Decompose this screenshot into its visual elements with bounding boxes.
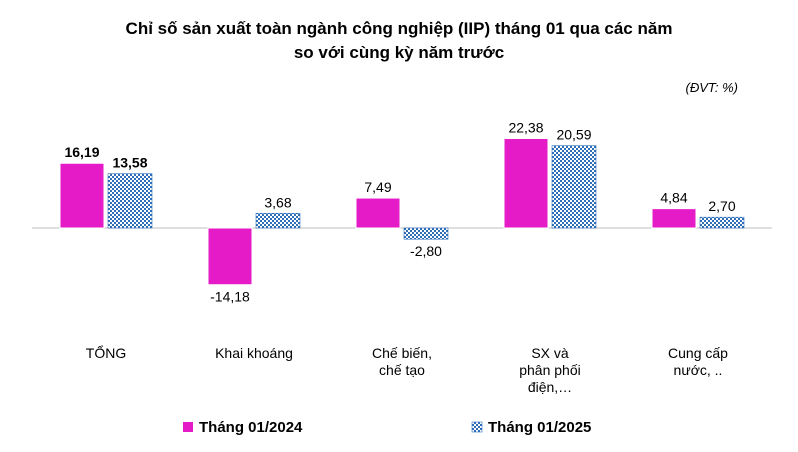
data-label-s0-c0: 16,19 — [64, 144, 99, 160]
bar-s0-c2 — [355, 197, 401, 229]
category-label-4-line-0: Cung cấp — [668, 345, 728, 361]
unit-note: (ĐVT: %) — [686, 80, 738, 95]
category-label-3-line-2: điện,… — [528, 379, 572, 395]
data-label-s1-c0: 13,58 — [112, 155, 147, 171]
data-label-s0-c1: -14,18 — [210, 289, 250, 305]
category-label-3-line-1: phân phối — [519, 362, 581, 378]
data-label-s1-c3: 20,59 — [556, 127, 591, 143]
legend-swatch-2024 — [183, 422, 193, 432]
legend-swatch-2025 — [471, 421, 483, 433]
bar-s1-c1 — [255, 212, 301, 229]
bar-s1-c3 — [551, 145, 597, 229]
data-label-s1-c2: -2,80 — [410, 243, 442, 259]
category-label-2-line-0: Chế biến, — [372, 345, 432, 361]
category-label-2-line-1: chế tạo — [379, 362, 425, 378]
chart-title-line-2: so với cùng kỳ năm trước — [294, 43, 504, 62]
data-label-s1-c4: 2,70 — [708, 198, 735, 214]
legend: Tháng 01/2024 Tháng 01/2025 — [183, 419, 591, 436]
data-label-s0-c2: 7,49 — [364, 179, 391, 195]
bar-s0-c4 — [651, 208, 697, 229]
legend-label-2025: Tháng 01/2025 — [488, 419, 591, 436]
data-label-s0-c4: 4,84 — [660, 190, 687, 206]
plot-area: 16,19 13,58 -14,18 3,68 7,49 -2,80 22,38 20,59 4… — [32, 119, 772, 305]
bar-s0-c3 — [503, 137, 549, 229]
data-label-s0-c3: 22,38 — [508, 119, 543, 135]
bar-s0-c1 — [207, 227, 253, 286]
category-label-0-line-0: TỔNG — [86, 344, 126, 361]
bar-s1-c4 — [699, 216, 745, 229]
category-label-1-line-0: Khai khoáng — [215, 345, 293, 361]
bar-s1-c0 — [107, 173, 153, 229]
category-labels: TỔNG Khai khoáng Chế biến,chế tạo SX vàphân… — [86, 344, 728, 395]
category-label-3-line-0: SX và — [531, 345, 569, 361]
chart-title-line-1: Chỉ số sản xuất toàn ngành công nghiệp (… — [126, 19, 673, 38]
data-label-s1-c1: 3,68 — [264, 194, 291, 210]
bar-s1-c2 — [403, 227, 449, 240]
legend-label-2024: Tháng 01/2024 — [199, 419, 303, 436]
bar-s0-c0 — [59, 162, 105, 229]
category-label-4-line-1: nước, .. — [674, 362, 723, 378]
